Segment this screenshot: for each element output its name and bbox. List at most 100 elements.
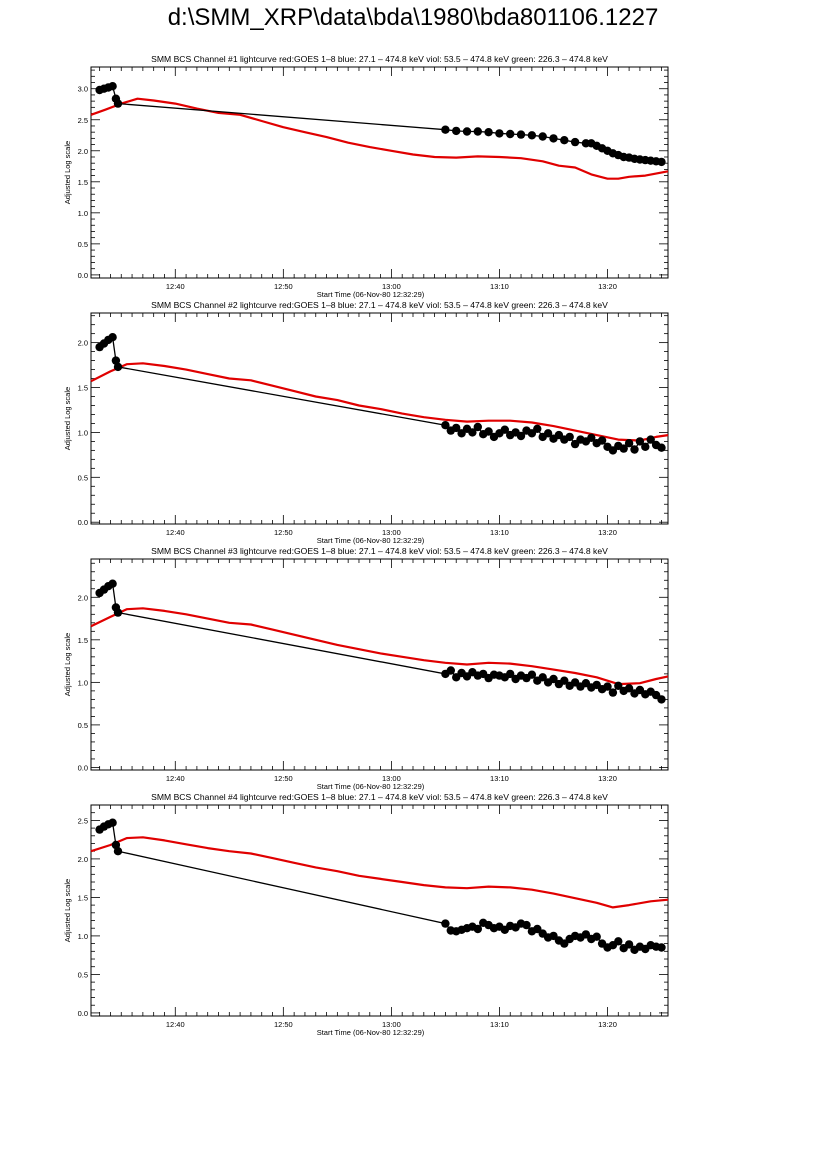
- bcs-data-point: [657, 943, 666, 952]
- x-tick-label: 12:50: [274, 282, 293, 291]
- bcs-data-point: [113, 99, 123, 108]
- bcs-data-point: [462, 127, 472, 136]
- bcs-data-point: [108, 82, 117, 91]
- y-tick-label: 1.5: [78, 636, 88, 645]
- bcs-data-point: [516, 431, 526, 441]
- goes-series-line: [90, 362, 669, 442]
- x-tick-label: 13:00: [382, 1020, 401, 1029]
- y-tick-label: 0.0: [78, 518, 88, 527]
- x-tick-label: 12:50: [274, 528, 293, 537]
- chart-title: SMM BCS Channel #3 lightcurve red:GOES 1…: [151, 546, 608, 556]
- y-tick-label: 1.0: [78, 678, 88, 687]
- y-tick-label: 1.5: [78, 893, 88, 902]
- bcs-data-point: [506, 129, 515, 139]
- bcs-data-point: [484, 128, 493, 137]
- chart-title: SMM BCS Channel #2 lightcurve red:GOES 1…: [151, 300, 608, 310]
- goes-series-line: [90, 97, 669, 180]
- y-tick-label: 0.5: [78, 240, 88, 249]
- bcs-data-point: [473, 422, 482, 432]
- bcs-data-point: [452, 126, 461, 136]
- x-tick-label: 12:50: [274, 774, 293, 783]
- y-tick-label: 2.0: [78, 855, 88, 864]
- bcs-data-point: [597, 436, 607, 445]
- x-tick-label: 12:40: [166, 282, 185, 291]
- goes-series-line: [90, 607, 669, 686]
- bcs-data-point: [506, 669, 515, 679]
- chart-panel-2: SMM BCS Channel #2 lightcurve red:GOES 1…: [63, 300, 669, 545]
- bcs-data-point: [619, 444, 628, 453]
- bcs-data-point: [452, 423, 461, 433]
- chart-title: SMM BCS Channel #1 lightcurve red:GOES 1…: [151, 54, 608, 64]
- bcs-data-point: [641, 442, 650, 451]
- bcs-data-point: [522, 920, 531, 930]
- y-tick-label: 2.0: [78, 339, 88, 348]
- y-tick-label: 1.0: [78, 428, 88, 437]
- x-tick-label: 12:40: [166, 774, 185, 783]
- y-tick-label: 1.0: [78, 209, 88, 218]
- x-tick-label: 13:00: [382, 282, 401, 291]
- bcs-data-point: [495, 129, 504, 138]
- x-tick-label: 13:10: [490, 282, 509, 291]
- x-tick-label: 13:10: [490, 774, 509, 783]
- bcs-data-point: [446, 666, 455, 675]
- y-tick-label: 1.5: [78, 384, 88, 393]
- bcs-data-point: [614, 681, 623, 690]
- bcs-data-point: [560, 136, 569, 145]
- bcs-data-point: [657, 443, 666, 452]
- x-tick-label: 13:20: [598, 282, 617, 291]
- bcs-data-point: [549, 674, 558, 684]
- x-tick-label: 12:40: [166, 528, 185, 537]
- chart-title: SMM BCS Channel #4 lightcurve red:GOES 1…: [151, 792, 608, 802]
- bcs-data-point: [570, 137, 580, 147]
- bcs-series-line: [99, 821, 662, 951]
- page-title: d:\SMM_XRP\data\bda\1980\bda801106.1227: [167, 4, 659, 31]
- bcs-data-point: [473, 924, 482, 934]
- plot-frame: [90, 558, 669, 771]
- bcs-data-point: [657, 157, 666, 167]
- bcs-data-point: [113, 362, 123, 372]
- x-tick-label: 13:20: [598, 774, 617, 783]
- bcs-data-point: [587, 433, 596, 442]
- bcs-data-point: [592, 932, 601, 941]
- bcs-data-point: [500, 425, 509, 434]
- x-tick-label: 13:20: [598, 1020, 617, 1029]
- y-tick-label: 0.5: [78, 721, 88, 730]
- x-axis-label: Start Time (06-Nov-80 12:32:29): [317, 290, 425, 299]
- y-tick-label: 0.0: [78, 271, 88, 280]
- bcs-data-point: [108, 579, 117, 588]
- chart-panel-1: SMM BCS Channel #1 lightcurve red:GOES 1…: [63, 54, 669, 299]
- bcs-data-point: [624, 684, 634, 693]
- y-tick-label: 0.0: [78, 763, 88, 772]
- bcs-data-point: [624, 940, 634, 949]
- x-tick-label: 13:10: [490, 528, 509, 537]
- bcs-data-point: [473, 127, 482, 136]
- bcs-data-point: [441, 919, 450, 928]
- bcs-data-point: [608, 688, 618, 697]
- y-tick-label: 2.5: [78, 116, 88, 125]
- plot-frame: [90, 66, 669, 279]
- bcs-data-point: [516, 130, 526, 139]
- bcs-data-point: [630, 445, 639, 454]
- y-tick-label: 0.5: [78, 970, 88, 979]
- bcs-data-point: [111, 356, 121, 365]
- y-axis-label: Adjusted Log scale: [63, 633, 72, 696]
- bcs-data-point: [113, 847, 123, 856]
- bcs-series-line: [99, 336, 662, 452]
- x-tick-label: 13:10: [490, 1020, 509, 1029]
- y-tick-label: 1.5: [78, 178, 88, 187]
- x-tick-label: 13:00: [382, 528, 401, 537]
- bcs-data-point: [614, 937, 623, 946]
- bcs-data-point: [565, 432, 574, 442]
- bcs-data-point: [441, 421, 450, 430]
- x-tick-label: 12:40: [166, 1020, 185, 1029]
- bcs-data-point: [543, 429, 553, 438]
- bcs-data-point: [108, 333, 117, 342]
- bcs-data-point: [538, 132, 547, 141]
- x-tick-label: 12:50: [274, 1020, 293, 1029]
- plot-frame: [90, 312, 669, 525]
- x-axis-label: Start Time (06-Nov-80 12:32:29): [317, 782, 425, 791]
- bcs-data-point: [527, 670, 537, 679]
- bcs-data-point: [560, 676, 569, 685]
- x-axis-label: Start Time (06-Nov-80 12:32:29): [317, 1028, 425, 1037]
